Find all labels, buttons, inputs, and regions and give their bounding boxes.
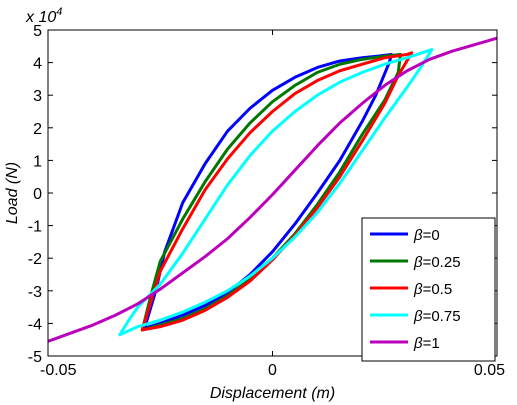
legend-entry-3: β=0.75 [413, 308, 461, 325]
legend-entry-4: β=1 [413, 335, 440, 352]
y-tick-label: -2 [28, 251, 42, 268]
x-tick-label: 0 [268, 362, 277, 379]
y-tick-label: 2 [33, 121, 42, 138]
y-tick-label: -3 [28, 284, 42, 301]
y-axis-exponent: x 104 [25, 6, 62, 26]
x-tick-label: -0.05 [40, 362, 77, 379]
y-tick-label: 4 [33, 56, 42, 73]
y-tick-label: 1 [33, 153, 42, 170]
legend-entry-1: β=0.25 [413, 254, 461, 271]
series-line-3 [118, 48, 434, 337]
axis-tick-labels: -5 -4 -3 -2 -1 0 1 2 3 4 5 -0.05 0 0.05 [28, 23, 505, 379]
y-tick-label: 5 [33, 23, 42, 40]
x-tick-label: 0.05 [474, 362, 505, 379]
legend-entry-0: β=0 [413, 227, 440, 244]
y-tick-label: -4 [28, 316, 42, 333]
y-tick-label: -5 [28, 349, 42, 366]
series-line-2 [140, 51, 414, 332]
y-tick-label: 3 [33, 88, 42, 105]
series-line-4 [48, 36, 497, 343]
y-axis-label: Load (N) [4, 162, 21, 224]
legend: β=0 β=0.25 β=0.5 β=0.75 β=1 [361, 217, 496, 362]
y-tick-label: 0 [33, 186, 42, 203]
legend-entry-2: β=0.5 [413, 281, 452, 298]
series-line-0 [143, 52, 393, 330]
x-axis-label: Displacement (m) [210, 385, 335, 402]
y-tick-label: -1 [28, 219, 42, 236]
